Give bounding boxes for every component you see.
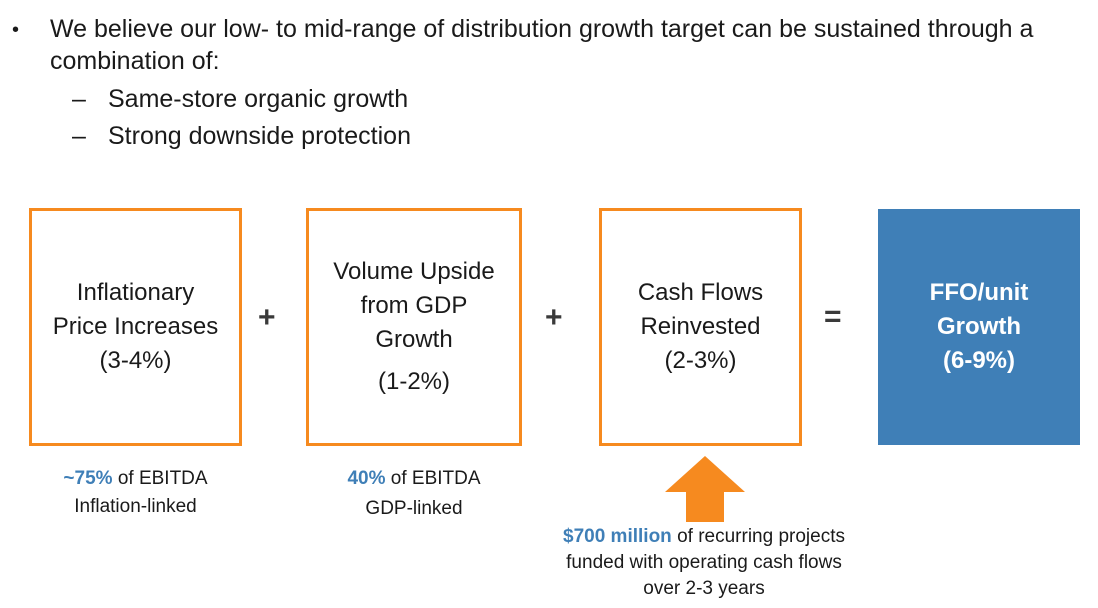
projects-note-highlight: $700 million [563,526,672,547]
ffo-growth-line-2: Growth [937,313,1021,340]
volume-box-line-3: Growth [375,326,453,353]
projects-note-line-2: funded with operating cash flows [566,552,842,573]
inflation-note: ~75% of EBITDA Inflation-linked [29,465,242,521]
ffo-growth-box: FFO/unit Growth (6-9%) [878,209,1080,445]
inflation-note-highlight: ~75% [63,468,113,489]
gdp-note-rest: of EBITDA [385,468,481,489]
intro-line-1: We believe our low- to mid-range of dist… [50,15,1034,43]
inflation-note-line-2: Inflation-linked [74,496,197,517]
inflation-box: Inflationary Price Increases (3-4%) [29,208,242,446]
cashflow-box-line-2: Reinvested [640,313,761,340]
plus-operator-2: + [545,301,563,334]
sub-item-2: Strong downside protection [108,122,411,150]
sub-item-1: Same-store organic growth [108,85,409,113]
gdp-note: 40% of EBITDA GDP-linked [306,465,522,523]
sub-dash-2: – [72,122,86,150]
inflation-box-line-1: Inflationary [76,279,195,306]
inflation-box-line-3: (3-4%) [99,347,172,374]
bullet-glyph: • [12,19,20,41]
volume-box-line-2: from GDP [360,292,468,319]
ffo-growth-line-3: (6-9%) [942,347,1015,374]
ffo-growth-line-1: FFO/unit [929,279,1029,306]
inflation-box-line-2: Price Increases [52,313,219,340]
inflation-note-rest: of EBITDA [112,468,208,489]
projects-note-line-3: over 2-3 years [643,578,765,599]
volume-box: Volume Upside from GDP Growth (1-2%) [306,208,522,446]
volume-box-line-4: (1-2%) [377,368,450,395]
projects-note: $700 million of recurring projects funde… [524,524,884,602]
volume-box-line-1: Volume Upside [333,258,495,285]
cashflow-box-line-3: (2-3%) [664,347,737,374]
projects-note-rest: of recurring projects [671,526,845,547]
plus-operator-1: + [258,301,276,334]
cashflow-box: Cash Flows Reinvested (2-3%) [599,208,802,446]
gdp-note-line-2: GDP-linked [365,498,463,519]
sub-dash-1: – [72,85,86,113]
cashflow-box-line-1: Cash Flows [637,279,764,306]
intro-line-2: combination of: [50,47,220,75]
up-arrow-icon [665,456,745,522]
equals-operator: = [824,300,842,333]
gdp-note-highlight: 40% [347,468,386,489]
